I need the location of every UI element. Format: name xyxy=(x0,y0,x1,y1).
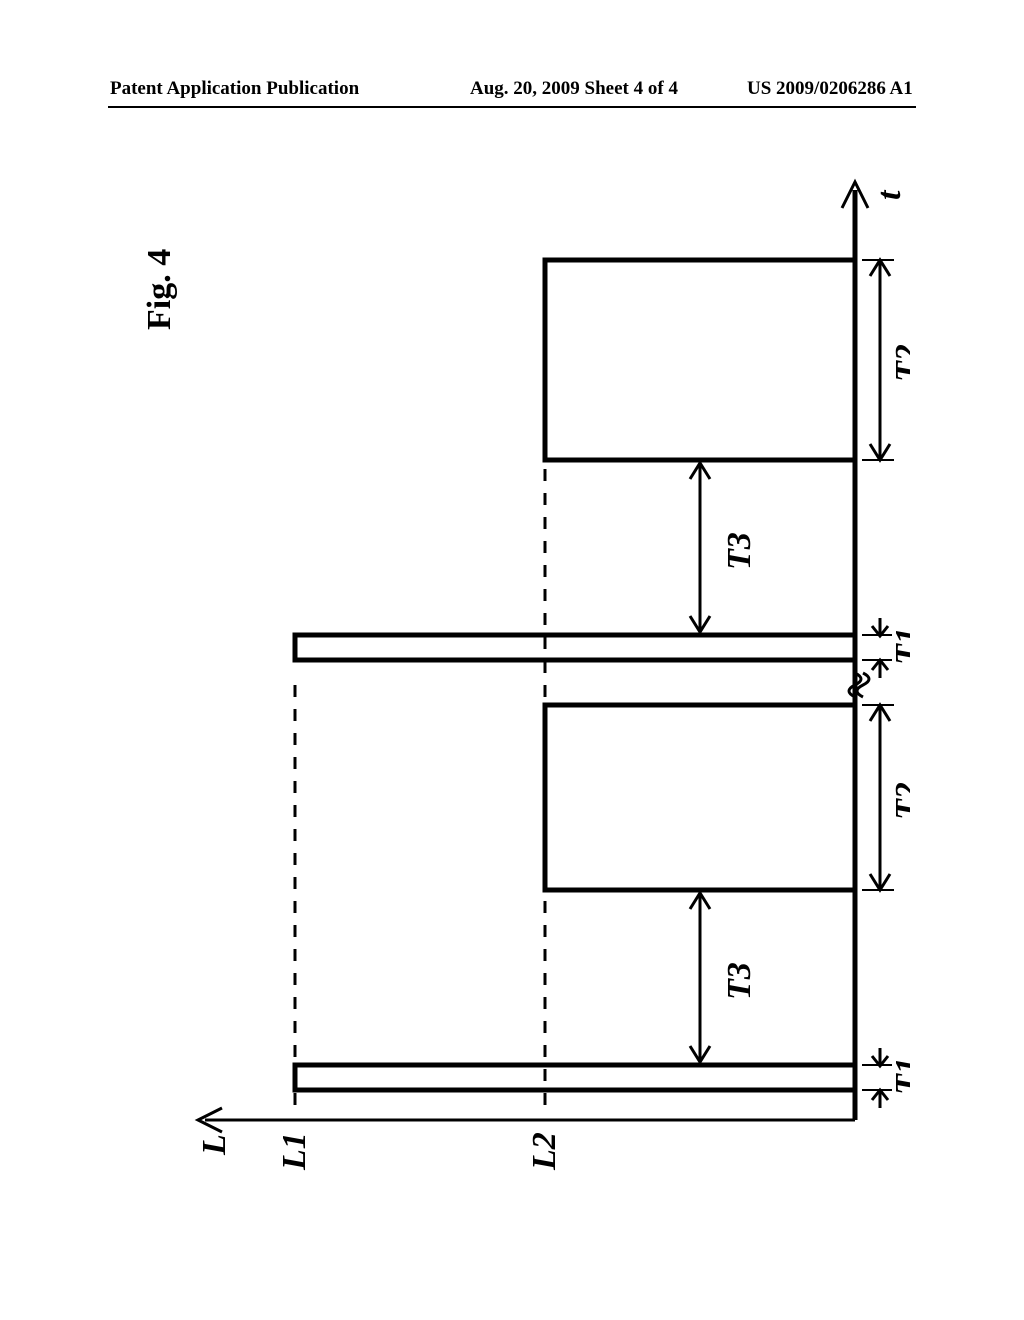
dim-t1-cycle1: T1 xyxy=(862,1048,910,1108)
dim-t2-cycle2: T2 xyxy=(862,260,910,460)
axis-break xyxy=(849,673,869,697)
header: Patent Application Publication Aug. 20, … xyxy=(0,78,1024,108)
dim-t1-label-1: T1 xyxy=(889,1057,910,1095)
dim-t2-cycle1: T2 xyxy=(862,705,910,890)
y-axis-label: L xyxy=(196,1134,233,1156)
dim-t1-label-2: T1 xyxy=(889,627,910,665)
dim-t2-label-1: T2 xyxy=(889,782,910,820)
waveform-cycle-2 xyxy=(295,260,855,660)
header-center: Aug. 20, 2009 Sheet 4 of 4 xyxy=(470,78,678,100)
level-l1: L1 xyxy=(276,680,313,1171)
dim-t2-label-2: T2 xyxy=(889,344,910,382)
waveform-cycle-1 xyxy=(295,705,855,1090)
header-right: US 2009/0206286 A1 xyxy=(747,78,913,100)
dim-t3-label-2: T3 xyxy=(721,532,758,570)
x-axis-label: t xyxy=(871,189,908,200)
dim-t1-cycle2: T1 xyxy=(862,618,910,678)
header-rule xyxy=(108,106,916,108)
figure-4: Fig. 4 L t L1 xyxy=(110,150,910,1200)
dim-t3-label-1: T3 xyxy=(721,962,758,1000)
figure-title: Fig. 4 xyxy=(141,249,178,330)
dim-t3-cycle1: T3 xyxy=(690,893,758,1062)
dim-t3-cycle2: T3 xyxy=(690,463,758,632)
level-l2-label: L2 xyxy=(526,1132,563,1171)
level-l1-label: L1 xyxy=(276,1132,313,1171)
header-left: Patent Application Publication xyxy=(110,78,359,100)
page: Patent Application Publication Aug. 20, … xyxy=(0,0,1024,1320)
